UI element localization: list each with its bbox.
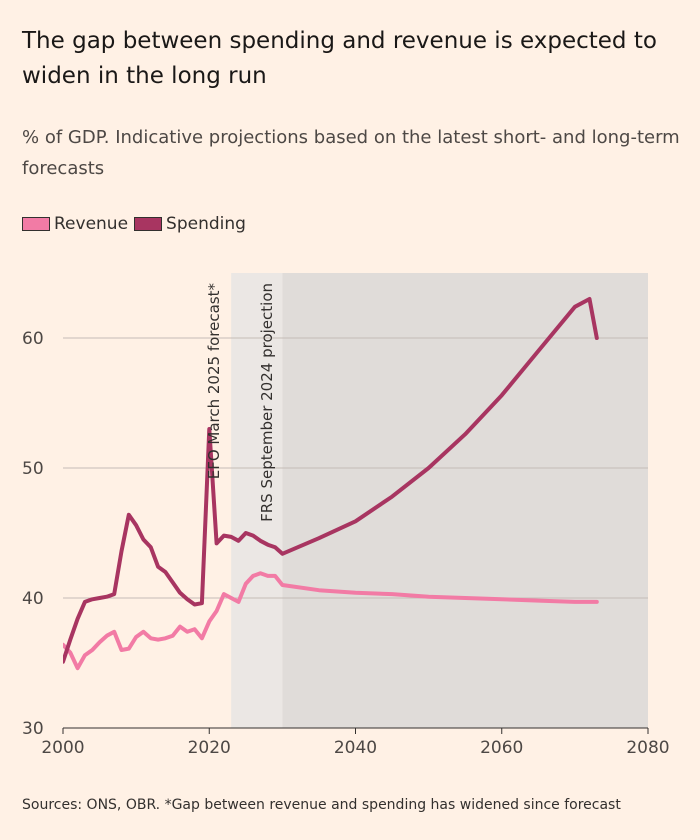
series-line-revenue [63,571,599,671]
legend-swatch-spending [134,217,163,231]
y-tick-label-30: 30 [22,719,44,739]
annotation-label-1: FRS September 2024 projection [258,283,276,522]
x-tick-label-2000: 2000 [41,738,84,758]
chart-subtitle: % of GDP. Indicative projections based o… [22,127,680,179]
annotation-region-0 [231,273,283,728]
y-tick-label-40: 40 [22,589,44,609]
y-tick-label-60: 60 [22,329,44,349]
y-tick-label-50: 50 [22,459,44,479]
legend: Revenue Spending [22,214,252,234]
source-note: Sources: ONS, OBR. *Gap between revenue … [22,797,621,813]
x-tick-label-2020: 2020 [188,738,231,758]
line-chart: 30 40 50 60 2000 2020 2040 2060 2080 EFO March 20… [22,273,670,758]
chart-title: The gap between spending and revenue is … [22,28,657,89]
legend-swatch-revenue [22,217,50,231]
legend-label-revenue: Revenue [54,214,129,234]
x-tick-label-2060: 2060 [480,738,523,758]
legend-item-revenue: Revenue [22,214,128,234]
annotation-label-0: EFO March 2025 forecast* [205,283,223,480]
annotation-region-1 [282,273,648,728]
legend-label-spending: Spending [166,214,246,234]
x-tick-label-2040: 2040 [334,738,377,758]
legend-item-spending: Spending [134,214,246,234]
series-line-spending [63,297,599,664]
x-tick-label-2080: 2080 [626,738,669,758]
